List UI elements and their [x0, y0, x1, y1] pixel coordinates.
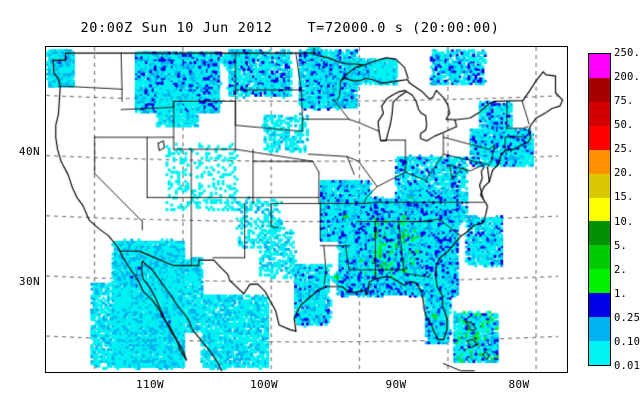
colorbar-label-10: 10.	[614, 215, 634, 228]
lon-tick-100w: 100W	[249, 378, 279, 391]
colorbar-band-10	[589, 197, 610, 222]
lat-tick-30n: 30N	[18, 275, 40, 288]
colorbar-band-025	[589, 293, 610, 318]
colorbar-label-50: 50.	[614, 119, 634, 132]
lat-tick-40n: 40N	[18, 145, 40, 158]
colorbar-band-001	[589, 341, 610, 365]
map-plot-panel[interactable]	[45, 46, 568, 373]
lon-tick-110w: 110W	[135, 378, 165, 391]
colorbar-label-15: 15.	[614, 191, 634, 204]
lon-tick-80w: 80W	[508, 378, 530, 391]
colorbar-label-25: 25.	[614, 143, 634, 156]
colorbar-band-50	[589, 101, 610, 126]
colorbar-band-75	[589, 77, 610, 102]
colorbar-band-25	[589, 125, 610, 150]
colorbar-band-15	[589, 173, 610, 198]
colorbar-label-025: 0.25	[614, 311, 640, 324]
colorbar-band-200	[589, 54, 610, 78]
colorbar-band-20	[589, 149, 610, 174]
colorbar-label-75: 75.	[614, 95, 634, 108]
precipitation-map-canvas	[46, 47, 567, 372]
colorbar-tick-labels: 250. 200. 75. 50. 25. 20. 15. 10. 5. 2. 1. 0.25 0.10…	[612, 47, 640, 372]
colorbar-label-1: 1.	[614, 287, 628, 300]
lon-tick-90w: 90W	[385, 378, 407, 391]
colorbar-label-200: 200.	[614, 71, 640, 84]
colorbar-label-20: 20.	[614, 167, 634, 180]
colorbar-label-010: 0.10	[614, 335, 640, 348]
colorbar-band-2	[589, 245, 610, 270]
colorbar-label-2: 2.	[614, 263, 628, 276]
colorbar-band-1	[589, 269, 610, 294]
colorbar-label-001: 0.01	[614, 360, 640, 372]
page-title: 20:00Z Sun 10 Jun 2012 T=72000.0 s (20:0…	[80, 20, 500, 36]
colorbar-label-5: 5.	[614, 239, 628, 252]
colorbar-band-010	[589, 317, 610, 342]
colorbar-band-5	[589, 221, 610, 246]
colorbar[interactable]	[588, 53, 611, 366]
colorbar-label-250: 250.	[614, 47, 640, 59]
